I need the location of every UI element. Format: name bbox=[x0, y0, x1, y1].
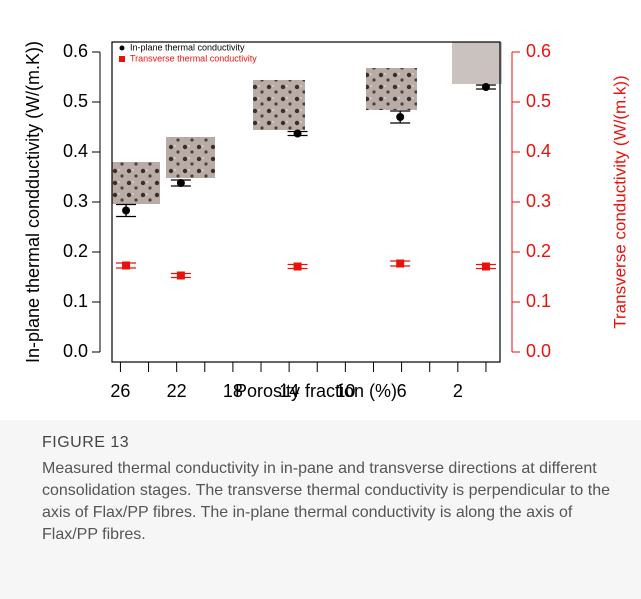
x-tick-label: 26 bbox=[110, 381, 130, 401]
data-point bbox=[122, 262, 130, 270]
micrograph bbox=[112, 162, 160, 204]
y-tick-label: 0.4 bbox=[63, 141, 88, 161]
legend-label: Transverse thermal conductivity bbox=[130, 53, 257, 63]
y2-tick-label: 0.5 bbox=[526, 91, 551, 111]
x-tick-label: 2 bbox=[453, 381, 463, 401]
x-tick-label: 14 bbox=[279, 381, 299, 401]
data-point bbox=[396, 260, 404, 268]
caption: Measured thermal conductivity in in-pane… bbox=[42, 458, 612, 546]
data-point bbox=[177, 179, 185, 187]
y-tick-label: 0.5 bbox=[63, 91, 88, 111]
y-tick-label: 0.6 bbox=[63, 41, 88, 61]
caption-panel: FIGURE 13 Measured thermal conductivity … bbox=[0, 420, 641, 599]
y2-tick-label: 0.6 bbox=[526, 41, 551, 61]
y2-tick-label: 0.3 bbox=[526, 191, 551, 211]
data-point bbox=[177, 272, 185, 280]
page: {"chart_data": {"type": "scatter", "lege… bbox=[0, 0, 641, 599]
y2-axis-label: Transverse conductivity (W/(m.k)) bbox=[610, 75, 629, 328]
y-tick-label: 0.1 bbox=[63, 291, 88, 311]
data-point bbox=[294, 130, 302, 138]
y2-tick-label: 0.2 bbox=[526, 241, 551, 261]
micrograph bbox=[366, 68, 417, 110]
data-point bbox=[122, 207, 130, 215]
x-tick-label: 18 bbox=[223, 381, 243, 401]
y2-tick-label: 0.0 bbox=[526, 341, 551, 361]
y-tick-label: 0.3 bbox=[63, 191, 88, 211]
data-point bbox=[482, 83, 490, 91]
micrographs bbox=[112, 42, 502, 204]
micrograph bbox=[452, 42, 502, 84]
y-tick-label: 0.2 bbox=[63, 241, 88, 261]
legend-label: In-plane thermal conductivity bbox=[130, 42, 245, 52]
y-tick-label: 0.0 bbox=[63, 341, 88, 361]
plot-frame bbox=[112, 42, 500, 362]
y2-tick-label: 0.4 bbox=[526, 141, 551, 161]
data-point bbox=[294, 263, 302, 271]
figure-label: FIGURE 13 bbox=[42, 434, 611, 452]
micrograph bbox=[253, 80, 305, 130]
x-tick-label: 6 bbox=[397, 381, 407, 401]
data-point bbox=[482, 263, 490, 271]
micrograph bbox=[166, 137, 215, 178]
legend-marker bbox=[119, 56, 125, 62]
data-point bbox=[396, 113, 404, 121]
chart: Porosity fraction (%) In-plane thermal c… bbox=[0, 0, 641, 420]
y2-tick-label: 0.1 bbox=[526, 291, 551, 311]
x-axis-label: Porosity fraction (%) bbox=[235, 381, 397, 401]
legend-marker bbox=[120, 46, 125, 51]
x-tick-label: 22 bbox=[167, 381, 187, 401]
x-tick-label: 10 bbox=[335, 381, 355, 401]
y-axis-label: In-plane thermal condductivity (W/(m.K)) bbox=[23, 41, 43, 363]
